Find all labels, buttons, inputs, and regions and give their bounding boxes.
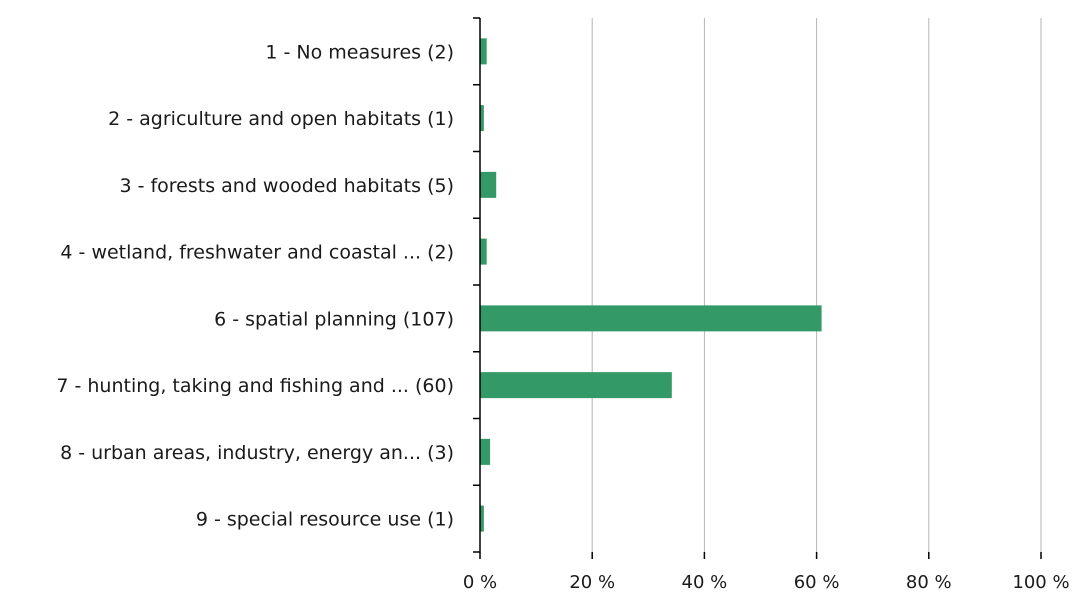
x-tick-label-0: 0 % (463, 572, 497, 593)
x-tick-label-20: 20 % (569, 572, 615, 593)
category-label-3: 3 - forests and wooded habitats (5) (119, 175, 454, 197)
gridlines (591, 18, 1042, 552)
category-label-5: 6 - spatial planning (107) (214, 308, 454, 330)
x-tick-label-40: 40 % (682, 572, 728, 593)
category-label-2: 2 - agriculture and open habitats (1) (108, 108, 454, 130)
category-label-1: 1 - No measures (2) (265, 41, 454, 63)
bar-6 (480, 372, 672, 399)
x-tick-label-60: 60 % (794, 572, 840, 593)
bar-5 (480, 305, 822, 332)
category-label-4: 4 - wetland, freshwater and coastal ... … (60, 242, 454, 264)
bar-4 (480, 238, 487, 265)
axes (473, 17, 1042, 559)
labels: 0 % 20 % 40 % 60 % 80 % 100 % 1 - No measures … (56, 41, 1069, 593)
category-label-7: 8 - urban areas, industry, energy an... … (60, 442, 454, 464)
category-label-6: 7 - hunting, taking and fishing and ... … (56, 375, 454, 397)
bar-8 (480, 505, 484, 532)
bar-1 (480, 38, 487, 65)
bar-7 (480, 438, 491, 465)
bars (480, 38, 822, 532)
category-label-8: 9 - special resource use (1) (196, 509, 454, 531)
bar-3 (480, 171, 497, 198)
x-tick-label-100: 100 % (1012, 572, 1069, 593)
x-tick-label-80: 80 % (906, 572, 952, 593)
bar-2 (480, 105, 484, 132)
